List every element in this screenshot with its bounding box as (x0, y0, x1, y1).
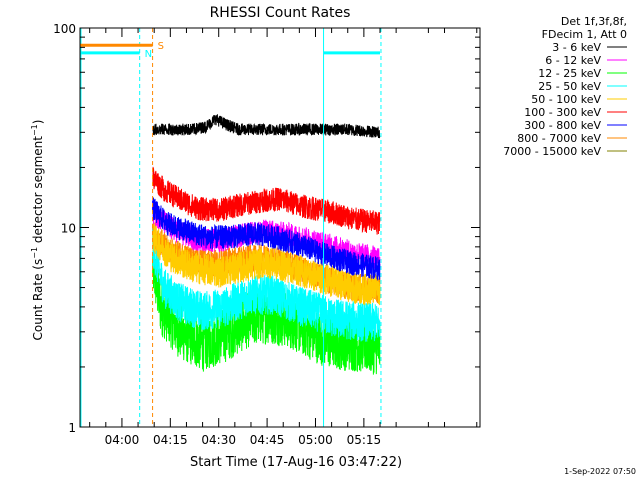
legend-label-3: 25 - 50 keV (538, 80, 601, 93)
chart-title: RHESSI Count Rates (210, 5, 351, 21)
x-tick-label-1: 04:15 (153, 433, 188, 447)
legend-label-1: 6 - 12 keV (545, 54, 601, 67)
y-label-part-2: detector segment (31, 136, 45, 247)
y-label-sup-1: −1 (30, 247, 39, 259)
axes-layer: 1 10 100 04:00 04:15 04:30 04:45 05:00 05:15 (53, 22, 480, 447)
footer-date: 1-Sep-2022 07:50 (564, 467, 636, 476)
x-axis-label: Start Time (17-Aug-16 03:47:22) (190, 455, 402, 470)
series-line-5 (152, 166, 381, 235)
legend-label-2: 12 - 25 keV (538, 67, 601, 80)
legend-label-0: 3 - 6 keV (552, 41, 601, 54)
x-tick-label-5: 05:15 (347, 433, 382, 447)
series-line-4 (152, 222, 381, 306)
night-bar-0-label: N (145, 49, 152, 60)
y-tick-label-2: 100 (53, 22, 76, 36)
legend-header-1: FDecim 1, Att 0 (542, 28, 627, 41)
y-tick-label-0: 1 (68, 421, 76, 435)
x-tick-label-0: 04:00 (105, 433, 140, 447)
y-axis-label: Count Rate (s−1 detector segment−1) (30, 120, 45, 341)
series-line-3 (152, 227, 381, 342)
y-label-sup-2: −1 (30, 124, 39, 136)
y-tick-label-1: 10 (61, 222, 76, 236)
legend-label-4: 50 - 100 keV (531, 93, 601, 106)
y-label-part-3: ) (31, 120, 45, 125)
x-tick-label-4: 05:00 (298, 433, 333, 447)
legend-label-8: 7000 - 15000 keV (503, 145, 601, 158)
marks-layer: SN (80, 28, 382, 427)
x-tick-label-2: 04:30 (201, 433, 236, 447)
legend-label-5: 100 - 300 keV (524, 106, 601, 119)
series-line-0 (152, 114, 381, 139)
series-line-2 (152, 239, 381, 375)
series-line-6 (152, 197, 381, 281)
data-layer (152, 114, 381, 375)
legend-label-6: 300 - 800 keV (524, 119, 601, 132)
legend-label-7: 800 - 7000 keV (517, 132, 601, 145)
x-tick-label-3: 04:45 (250, 433, 285, 447)
legend-header-0: Det 1f,3f,8f, (561, 15, 627, 28)
attenuator-bar-label: S (158, 41, 164, 52)
y-label-part-1: Count Rate (s (31, 259, 45, 341)
